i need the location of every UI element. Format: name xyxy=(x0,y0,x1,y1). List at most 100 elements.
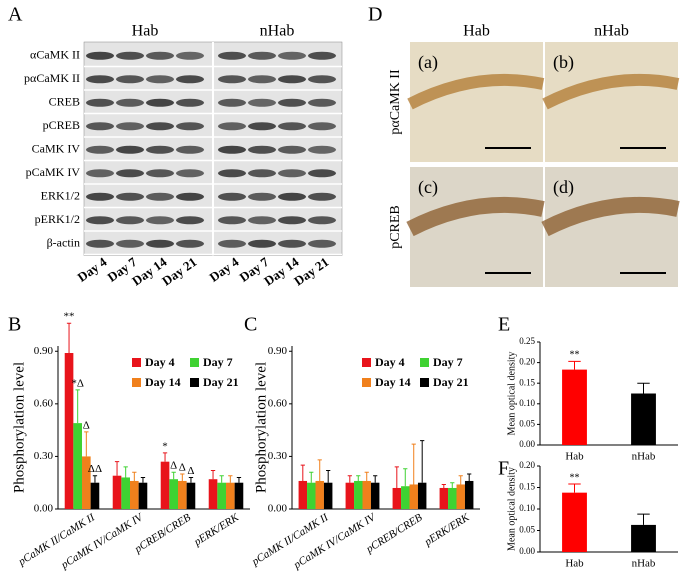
error-bar xyxy=(568,483,581,493)
bar xyxy=(345,482,355,509)
error-bar xyxy=(420,440,425,483)
blot-band xyxy=(218,122,246,131)
bar xyxy=(439,487,449,509)
error-bar xyxy=(171,471,176,480)
x-tick-label: pERK/ERK xyxy=(191,511,241,549)
blot-band xyxy=(278,192,306,201)
bar xyxy=(112,475,122,509)
blot-band xyxy=(218,169,246,178)
x-tick-label: pERK/ERK xyxy=(422,511,472,549)
error-bar xyxy=(180,473,185,481)
blot-band xyxy=(176,216,204,225)
legend-label: Day 14 xyxy=(375,375,411,389)
x-tick-label: pCaMK IV/CaMK IV xyxy=(58,511,146,572)
bar xyxy=(323,482,333,509)
row-label: pCREB xyxy=(388,205,403,249)
error-bar xyxy=(637,382,650,394)
error-bar xyxy=(236,476,242,483)
blot-band xyxy=(278,145,306,154)
error-bar xyxy=(66,322,72,354)
error-bar xyxy=(347,475,352,483)
error-bar xyxy=(228,475,233,483)
micrograph xyxy=(410,42,543,162)
bar xyxy=(90,482,100,509)
error-bar xyxy=(123,466,128,478)
x-tick-label: Hab xyxy=(565,558,584,570)
blot-band xyxy=(308,145,336,154)
blot-band xyxy=(218,51,246,60)
y-axis-title: Phosphorylation level xyxy=(11,362,27,493)
blot-band xyxy=(308,192,336,201)
cell-layer xyxy=(406,197,545,237)
blot-band xyxy=(116,145,144,154)
legend-label: Day 4 xyxy=(145,355,175,369)
blot-band xyxy=(218,145,246,154)
error-bar xyxy=(637,513,650,525)
blot-band xyxy=(248,169,276,178)
group-header: Hab xyxy=(132,23,159,40)
blot-band xyxy=(218,75,246,84)
bar xyxy=(409,484,418,509)
y-tick-label: 0.00 xyxy=(519,546,535,556)
legend-swatch xyxy=(190,378,199,387)
legend-label: Day 21 xyxy=(433,375,469,389)
bar xyxy=(130,480,139,509)
panel-label: F xyxy=(498,458,509,480)
row-label: pαCaMK II xyxy=(388,69,403,135)
error-bar xyxy=(309,471,314,483)
y-tick-label: 0.60 xyxy=(34,397,54,409)
legend-label: Day 21 xyxy=(203,375,239,389)
y-tick-label: 0.25 xyxy=(519,336,535,346)
error-bar xyxy=(140,476,146,483)
row-label: pERK1/2 xyxy=(35,212,80,226)
blot-band xyxy=(146,51,174,60)
blot-band xyxy=(116,51,144,60)
blot-band xyxy=(278,216,306,225)
error-bar xyxy=(568,360,581,370)
error-bar xyxy=(411,443,416,485)
blot-band xyxy=(278,51,306,60)
cell-layer xyxy=(541,197,680,237)
significance: Δ xyxy=(187,465,194,477)
significance: Δ xyxy=(170,460,177,472)
bar xyxy=(562,492,587,552)
y-tick-label: 0.05 xyxy=(519,525,535,535)
bar xyxy=(208,479,218,509)
cell-layer xyxy=(542,74,680,110)
bar xyxy=(138,482,148,509)
x-tick-label: pCaMK II/CaMK II xyxy=(249,511,331,569)
blot-band xyxy=(176,51,204,60)
bar xyxy=(298,480,308,509)
bar xyxy=(226,482,235,509)
significance: Δ xyxy=(179,461,186,473)
bar xyxy=(315,480,324,509)
y-axis-title: Mean optical density xyxy=(506,352,517,436)
row-label: pCREB xyxy=(43,118,80,132)
bar xyxy=(631,393,656,445)
blot-band xyxy=(176,75,204,84)
error-bar xyxy=(403,468,408,487)
blot-band xyxy=(278,75,306,84)
x-tick-label: nHab xyxy=(632,451,656,463)
legend-label: Day 4 xyxy=(375,355,405,369)
blot-band xyxy=(278,122,306,131)
error-bar xyxy=(373,475,378,483)
row-label: αCaMK II xyxy=(30,48,80,62)
blot-band xyxy=(248,216,276,225)
error-bar xyxy=(450,482,455,488)
blot-band xyxy=(218,192,246,201)
column-header: Hab xyxy=(463,23,490,40)
lane-label: Day 4 xyxy=(207,254,242,285)
bar xyxy=(392,487,402,509)
bar xyxy=(121,477,130,509)
blot-band xyxy=(146,169,174,178)
panel-label: E xyxy=(498,314,510,336)
micrograph-label: (d) xyxy=(553,177,574,198)
legend-swatch xyxy=(132,378,141,387)
row-label: CaMK IV xyxy=(32,142,81,156)
error-bar xyxy=(92,475,98,483)
blot-band xyxy=(146,122,174,131)
blot-band xyxy=(86,216,114,225)
significance: ** xyxy=(64,311,75,323)
bar xyxy=(178,480,187,509)
